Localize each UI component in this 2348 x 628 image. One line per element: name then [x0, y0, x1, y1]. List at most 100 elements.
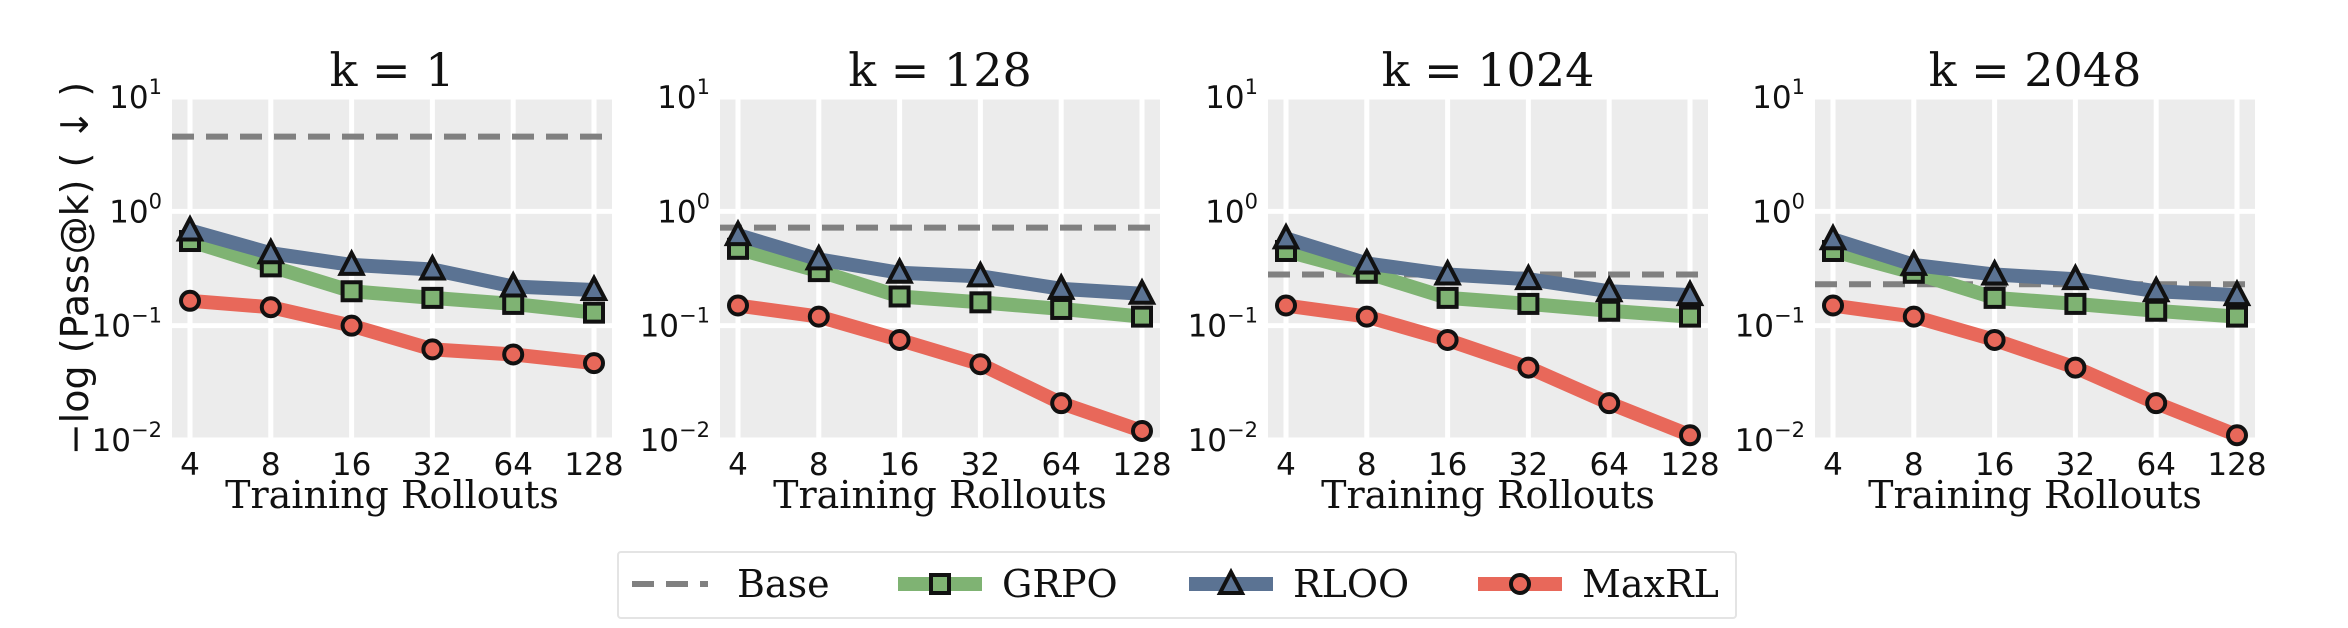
x-tick-label: 64 — [2136, 447, 2175, 483]
series-maxrl-point — [1355, 305, 1378, 328]
series-maxrl-point — [1822, 294, 1844, 317]
series-grpo-point — [1983, 286, 2006, 309]
series-maxrl-point — [2064, 356, 2087, 379]
x-tick-label: 128 — [1112, 447, 1171, 483]
series-rloo-point — [1675, 278, 1705, 307]
legend-label-grpo: GRPO — [1002, 562, 1118, 606]
x-tick-label: 16 — [332, 447, 371, 483]
series-rloo-point — [723, 218, 753, 247]
series-grpo-point — [1050, 297, 1073, 320]
panel-2: k = 128 101 100 10−1 10−2 4 8 16 32 64 128Training… — [640, 43, 1172, 517]
x-tick-label: 8 — [261, 447, 281, 483]
series-rloo-point — [418, 253, 447, 281]
series-rloo-line — [731, 228, 1149, 301]
y-tick-label: 10−1 — [640, 304, 710, 345]
series-maxrl-point — [969, 353, 992, 376]
series-rloo-point — [1818, 222, 1848, 251]
series-grpo-point — [340, 280, 363, 303]
series-grpo-point — [2145, 299, 2168, 322]
series-maxrl-point — [583, 352, 605, 375]
series-rloo-point — [256, 236, 286, 265]
x-tick-label: 64 — [1041, 447, 1080, 483]
legend-marker-maxrl — [1509, 573, 1531, 595]
series-maxrl-point — [1902, 305, 1925, 328]
series-maxrl-point — [888, 328, 911, 351]
panel-title: k = 1024 — [1382, 43, 1595, 97]
series-rloo-point — [579, 273, 609, 302]
series-grpo-point — [1517, 292, 1540, 315]
series-maxrl-point — [340, 314, 363, 337]
y-tick-label: 10−1 — [1735, 304, 1805, 345]
series-grpo-point — [502, 292, 525, 315]
x-tick-label: 4 — [1823, 447, 1843, 483]
series-rloo-point — [1594, 274, 1624, 303]
y-tick-label: 100 — [657, 189, 710, 230]
series-grpo-line — [1826, 243, 2244, 324]
y-tick-label: 101 — [1205, 75, 1258, 116]
x-axis-label: Training Rollouts — [1321, 473, 1655, 517]
series-maxrl-point — [2145, 392, 2168, 415]
x-tick-label: 128 — [1660, 447, 1719, 483]
x-tick-label: 64 — [493, 447, 532, 483]
series-rloo-line — [1279, 231, 1697, 303]
series-maxrl-point — [1517, 356, 1540, 379]
x-tick-label: 4 — [1276, 447, 1296, 483]
series-rloo-line — [1826, 232, 2244, 303]
panel-3: k = 1024 101 100 10−1 10−2 4 8 16 32 64 128Trainin… — [1188, 43, 1720, 517]
x-tick-label: 128 — [2207, 447, 2266, 483]
legend-frame — [617, 551, 1737, 619]
series-rloo-point — [1980, 258, 2009, 286]
series-rloo-point — [1899, 248, 1929, 276]
x-tick-label: 4 — [180, 447, 200, 483]
series-maxrl-point — [1050, 392, 1073, 415]
series-rloo-point — [175, 214, 205, 242]
panel-title: k = 2048 — [1929, 43, 2142, 97]
y-tick-label: 101 — [657, 75, 710, 116]
series-maxrl-point — [1131, 419, 1153, 442]
series-rloo-point — [2222, 278, 2252, 307]
series-rloo-point — [2141, 274, 2171, 303]
x-tick-label: 32 — [2056, 447, 2095, 483]
series-maxrl-line — [731, 298, 1149, 438]
series-maxrl-point — [1436, 328, 1459, 351]
series-grpo-point — [969, 291, 992, 314]
series-grpo-point — [2064, 292, 2087, 315]
legend-label-base: Base — [737, 562, 830, 606]
series-rloo-point — [1352, 247, 1382, 275]
x-tick-label: 8 — [1904, 447, 1924, 483]
y-tick-label: 10−2 — [92, 418, 162, 459]
panel-title: k = 1 — [330, 43, 455, 97]
x-tick-label: 32 — [1509, 447, 1548, 483]
series-rloo-point — [885, 256, 914, 284]
series-rloo-point — [1127, 277, 1157, 305]
y-tick-label: 100 — [109, 189, 162, 230]
x-tick-label: 128 — [564, 447, 623, 483]
series-maxrl-line — [1279, 298, 1697, 443]
series-grpo-point — [2226, 305, 2248, 328]
y-tick-label: 10−2 — [1188, 418, 1258, 459]
panel-title: k = 128 — [848, 43, 1031, 97]
series-maxrl-point — [179, 289, 201, 312]
x-tick-label: 16 — [1428, 447, 1467, 483]
series-grpo-point — [1131, 305, 1153, 328]
series-maxrl-point — [1598, 392, 1621, 415]
y-tick-label: 101 — [1752, 75, 1805, 116]
series-grpo-line — [1279, 243, 1697, 324]
series-maxrl-point — [421, 338, 444, 361]
series-maxrl-line — [1826, 298, 2244, 443]
series-rloo-point — [966, 260, 995, 288]
x-axis-label: Training Rollouts — [1868, 473, 2202, 517]
legend-marker-rloo — [1216, 567, 1246, 595]
series-rloo-point — [337, 248, 366, 276]
legend-label-rloo: RLOO — [1293, 562, 1409, 606]
y-tick-label: 10−1 — [1188, 304, 1258, 345]
series-maxrl-point — [2226, 424, 2248, 447]
legend-label-maxrl: MaxRL — [1582, 562, 1719, 606]
series-maxrl-point — [259, 296, 282, 319]
panel-4: k = 2048 101 100 10−1 10−2 4 8 16 32 64 128Trainin… — [1735, 43, 2267, 517]
series-grpo-point — [1436, 286, 1459, 309]
y-tick-label: 10−1 — [92, 304, 162, 345]
x-tick-label: 4 — [728, 447, 748, 483]
